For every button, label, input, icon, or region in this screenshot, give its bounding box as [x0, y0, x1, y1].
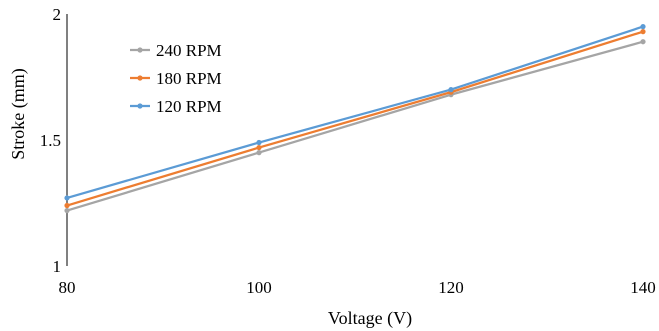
series-180-rpm	[64, 29, 646, 209]
data-point	[64, 195, 70, 201]
x-tick-label: 100	[246, 278, 272, 297]
y-tick-label: 1	[53, 257, 62, 276]
data-point	[640, 29, 646, 35]
series-line	[65, 40, 645, 212]
y-tick-label: 2	[53, 5, 62, 24]
y-tick-label: 1.5	[40, 131, 61, 150]
legend-item: 120 RPM	[130, 97, 222, 116]
series-240-rpm	[64, 39, 646, 214]
x-axis-title: Voltage (V)	[328, 308, 412, 329]
data-point	[640, 39, 646, 45]
legend: 240 RPM 180 RPM 120 RPM	[130, 41, 222, 116]
series-lines	[64, 24, 646, 214]
series-120-rpm	[64, 24, 646, 201]
data-point	[256, 150, 262, 156]
legend-label: 240 RPM	[156, 41, 222, 60]
series-line	[65, 25, 645, 200]
data-point	[448, 87, 454, 93]
data-point	[256, 139, 262, 146]
data-point	[64, 207, 70, 214]
x-tick-labels: 80 100 120 140	[59, 278, 656, 297]
legend-marker	[137, 47, 143, 53]
legend-item: 180 RPM	[130, 69, 222, 88]
data-point	[640, 24, 646, 30]
legend-label: 180 RPM	[156, 69, 222, 88]
data-point	[64, 202, 70, 209]
x-tick-label: 140	[630, 278, 656, 297]
data-point	[256, 144, 262, 151]
legend-item: 240 RPM	[130, 41, 222, 60]
y-axis-title: Stroke (mm)	[8, 68, 29, 160]
x-tick-label: 80	[59, 278, 76, 297]
y-tick-labels: 11.52	[40, 5, 61, 276]
series-line	[65, 30, 645, 207]
x-tick-label: 120	[438, 278, 464, 297]
legend-label: 120 RPM	[156, 97, 222, 116]
legend-marker	[137, 75, 143, 81]
legend-marker	[137, 103, 143, 109]
